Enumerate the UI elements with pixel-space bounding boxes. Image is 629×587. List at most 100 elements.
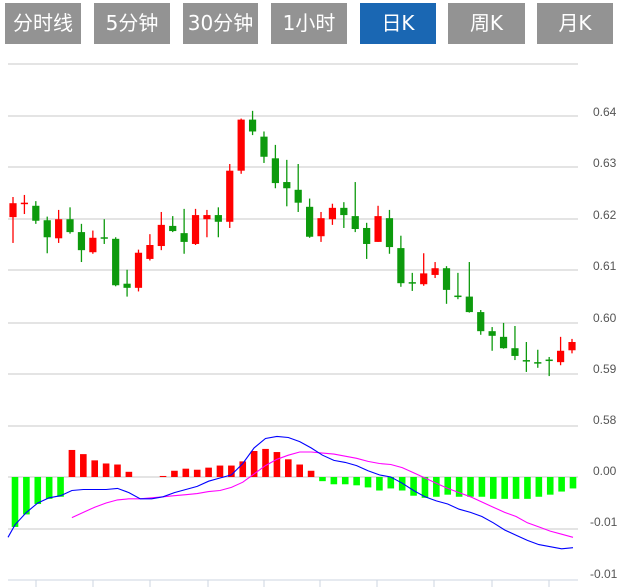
- candle-down: [214, 207, 222, 238]
- candle-body: [420, 273, 428, 285]
- candle-down: [534, 349, 542, 368]
- price-tick: 0.59: [593, 362, 617, 376]
- candle-body: [77, 232, 86, 251]
- macd-histogram-bar: [34, 477, 42, 505]
- macd-histogram-bar: [182, 468, 190, 477]
- tab-daily-k[interactable]: 日K: [360, 3, 436, 44]
- candle-down: [306, 198, 314, 238]
- candle-down: [477, 310, 485, 335]
- macd-histogram-bar: [239, 461, 247, 477]
- price-tick: 0.61: [593, 259, 617, 273]
- price-tick: 0.64: [593, 105, 617, 119]
- candle-down: [248, 110, 257, 136]
- candle-body: [294, 189, 302, 203]
- macd-histogram-bar: [296, 464, 303, 477]
- candle-body: [306, 206, 314, 237]
- candle-body: [146, 245, 154, 259]
- candle-down: [488, 327, 496, 351]
- macd-histogram-bar: [376, 477, 383, 491]
- candle-down: [351, 182, 359, 233]
- candle-down: [454, 272, 462, 300]
- macd-histogram-bar: [171, 470, 178, 477]
- candle-up: [146, 234, 154, 261]
- candle-up: [226, 163, 234, 228]
- macd-histogram-bar: [489, 477, 497, 499]
- dif-line: [7, 435, 574, 550]
- candle-body: [351, 216, 359, 230]
- macd-histogram-bar: [45, 477, 53, 499]
- candle-body: [260, 136, 268, 157]
- tab-timeshare[interactable]: 分时线: [5, 3, 81, 44]
- price-tick: 0.63: [593, 156, 617, 170]
- candle-body: [112, 238, 120, 286]
- candle-body: [237, 119, 245, 171]
- candle-body: [100, 237, 108, 239]
- y-axis-labels: 0.64 0.63 0.62 0.61 0.60 0.59 0.58 0.00 …: [590, 105, 618, 581]
- candle-down: [294, 163, 302, 212]
- candle-down: [271, 144, 279, 189]
- candle-down: [260, 131, 268, 163]
- candle-body: [32, 205, 40, 221]
- candle-up: [134, 249, 143, 292]
- candle-body: [248, 119, 257, 132]
- tab-1hour[interactable]: 1小时: [271, 3, 347, 44]
- tab-30min[interactable]: 30分钟: [183, 3, 258, 44]
- candle-down: [43, 216, 51, 254]
- price-tick: 0.60: [593, 311, 617, 325]
- macd-histogram-bar: [467, 477, 474, 497]
- candle-body: [431, 268, 439, 275]
- macd-histogram-bar: [535, 477, 543, 497]
- price-tick: 0.58: [593, 413, 617, 427]
- macd-histogram-bar: [159, 475, 167, 477]
- candle-body: [123, 283, 131, 288]
- macd-tick: -0.01: [590, 515, 618, 529]
- candle-body: [283, 182, 291, 189]
- candle-down: [545, 356, 553, 377]
- candle-body: [534, 362, 542, 364]
- candle-down: [499, 322, 508, 349]
- candle-up: [203, 209, 211, 238]
- macd-tick: -0.01: [590, 567, 618, 581]
- macd-histogram-bar: [433, 477, 440, 497]
- macd-histogram-bar: [558, 477, 565, 492]
- candle-body: [9, 203, 17, 218]
- macd-histogram-bar: [444, 477, 452, 495]
- candle-down: [32, 201, 40, 224]
- candle-body: [169, 225, 177, 232]
- candle-body: [180, 233, 188, 242]
- candle-down: [397, 235, 405, 287]
- macd-histogram-bar: [114, 464, 121, 477]
- tab-weekly-k[interactable]: 周K: [448, 3, 525, 44]
- candle-down: [465, 262, 473, 313]
- candle-up: [89, 230, 97, 254]
- macd-panel: [7, 435, 577, 550]
- macd-histogram-bar: [80, 454, 87, 477]
- grid-lines: [8, 63, 578, 587]
- candle-body: [66, 219, 74, 233]
- tab-monthly-k[interactable]: 月K: [537, 3, 613, 44]
- period-tabs: 分时线 5分钟 30分钟 1小时 日K 周K 月K: [0, 0, 629, 50]
- candle-body: [226, 170, 234, 222]
- macd-histogram-bar: [546, 477, 554, 495]
- tab-5min[interactable]: 5分钟: [94, 3, 170, 44]
- macd-histogram-bar: [205, 467, 212, 477]
- candle-down: [169, 216, 177, 233]
- macd-histogram-bar: [262, 448, 269, 477]
- candle-down: [522, 342, 530, 372]
- candle-down: [408, 272, 416, 291]
- candle-up: [20, 194, 29, 215]
- candle-down: [77, 223, 86, 263]
- macd-histogram-bar: [341, 477, 349, 485]
- candle-body: [385, 218, 394, 248]
- macd-histogram-bar: [273, 452, 281, 477]
- macd-histogram-bar: [330, 477, 338, 485]
- candle-up: [328, 203, 337, 225]
- candle-up: [568, 338, 576, 354]
- macd-tick: 0.00: [593, 464, 617, 478]
- macd-histogram-bar: [285, 459, 292, 477]
- macd-histogram-bar: [353, 477, 360, 486]
- candlesticks: [9, 110, 576, 377]
- macd-histogram-bar: [57, 477, 64, 497]
- candle-body: [465, 296, 473, 313]
